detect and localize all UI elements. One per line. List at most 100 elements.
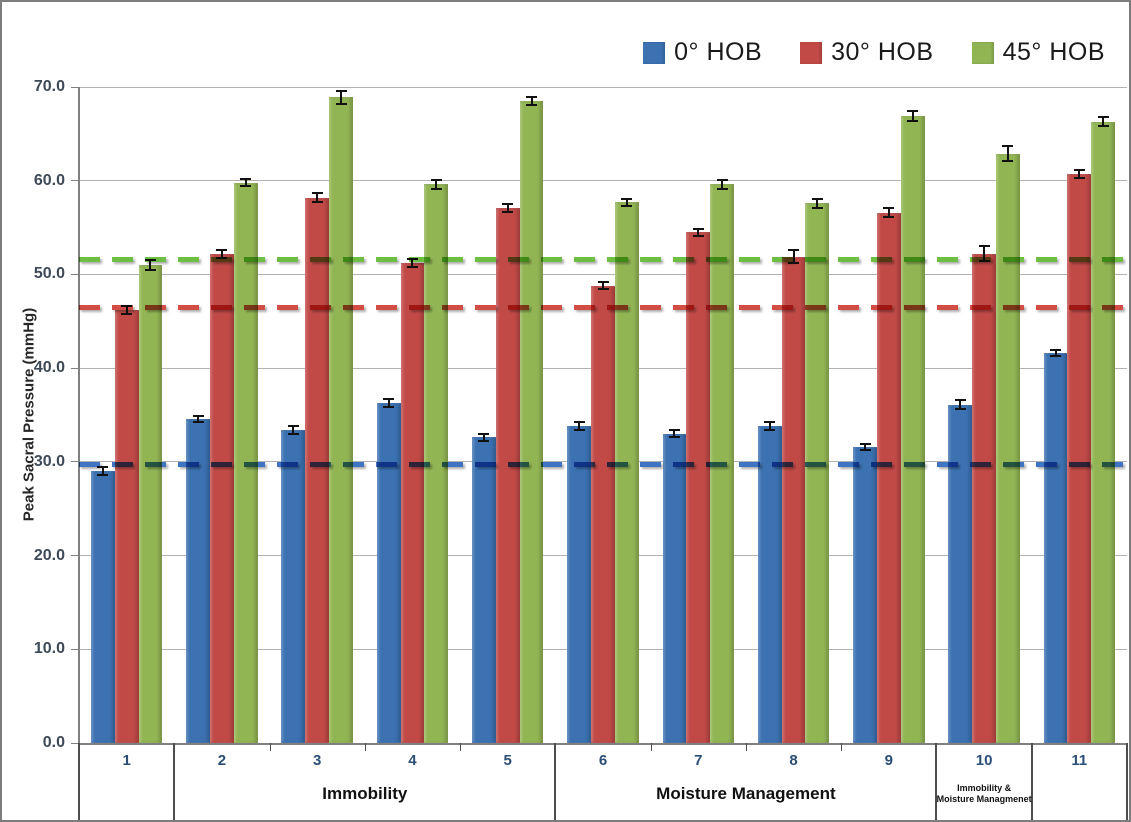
error-bar-cap bbox=[192, 420, 204, 423]
error-bar-cap bbox=[1002, 145, 1014, 148]
error-bar-cap bbox=[907, 110, 919, 113]
chart-legend: 0° HOB 30° HOB 45° HOB bbox=[643, 38, 1105, 67]
bar-0HOB-cat1 bbox=[90, 471, 115, 743]
error-bar-cap bbox=[907, 119, 919, 122]
error-bar bbox=[530, 97, 533, 105]
x-category-label: 7 bbox=[694, 752, 703, 769]
error-bar-cap bbox=[1073, 169, 1085, 172]
error-bar-cap bbox=[573, 428, 585, 431]
error-bar bbox=[625, 198, 628, 206]
error-bar-cap bbox=[430, 188, 442, 191]
error-bar-cap bbox=[764, 428, 776, 431]
bar-30HOB-cat6 bbox=[591, 285, 615, 743]
x-group-separator bbox=[173, 743, 176, 820]
error-bar-cap bbox=[692, 227, 704, 230]
y-tick-label: 20.0 bbox=[33, 546, 65, 564]
error-bar-cap bbox=[859, 443, 871, 446]
error-bar-cap bbox=[311, 201, 323, 204]
y-tick-label: 60.0 bbox=[33, 171, 65, 189]
bar-30HOB-cat9 bbox=[876, 212, 901, 743]
x-group-separator bbox=[935, 743, 938, 820]
error-bar bbox=[697, 228, 700, 236]
error-bar-cap bbox=[859, 448, 871, 451]
legend-label-0-hob: 0° HOB bbox=[674, 38, 763, 66]
error-bar-cap bbox=[978, 245, 990, 248]
x-category-label: 6 bbox=[598, 752, 608, 769]
bar-30HOB-cat11 bbox=[1067, 174, 1092, 743]
gridline bbox=[79, 86, 1127, 88]
y-tick-label: 10.0 bbox=[33, 640, 65, 658]
error-bar bbox=[1054, 350, 1057, 356]
bar-30HOB-cat1 bbox=[114, 310, 139, 743]
y-axis-tick bbox=[71, 86, 79, 88]
x-group-label: Moisture Management bbox=[555, 774, 936, 814]
bar-0HOB-cat2 bbox=[186, 418, 210, 743]
error-bar-cap bbox=[1073, 176, 1085, 179]
error-bar-cap bbox=[335, 102, 347, 105]
y-tick-label: 0.0 bbox=[42, 734, 65, 751]
x-axis-tick bbox=[364, 743, 366, 751]
bar-45HOB-cat8 bbox=[805, 203, 830, 743]
error-bar-cap bbox=[240, 177, 252, 180]
x-category-label: 2 bbox=[217, 752, 227, 769]
reference-line-30HOB bbox=[79, 304, 1127, 310]
legend-label-30-hob: 30° HOB bbox=[831, 38, 934, 66]
x-group-label-line: Moisture Managmenet bbox=[936, 794, 1032, 804]
error-bar-cap bbox=[287, 432, 299, 435]
error-bar bbox=[411, 259, 414, 267]
error-bar bbox=[816, 198, 819, 208]
x-category-label: 5 bbox=[503, 752, 512, 769]
error-bar bbox=[911, 111, 914, 121]
error-bar-cap bbox=[97, 473, 109, 476]
error-bar-cap bbox=[573, 421, 585, 424]
error-bar-cap bbox=[621, 205, 633, 208]
error-bar-cap bbox=[716, 188, 728, 191]
bar-30HOB-cat3 bbox=[305, 197, 330, 743]
x-axis-tick bbox=[841, 743, 843, 751]
error-bar-cap bbox=[216, 249, 228, 252]
x-group-separator bbox=[1030, 743, 1033, 820]
error-bar bbox=[316, 192, 319, 203]
y-axis-tick bbox=[71, 273, 79, 275]
error-bar bbox=[578, 422, 581, 430]
error-bar bbox=[101, 467, 104, 475]
error-bar bbox=[292, 426, 295, 434]
error-bar-cap bbox=[311, 191, 323, 194]
error-bar bbox=[197, 415, 200, 422]
legend-item-45-hob: 45° HOB bbox=[971, 38, 1105, 67]
error-bar-cap bbox=[478, 440, 490, 443]
x-category-label: 8 bbox=[789, 752, 798, 769]
error-bar bbox=[340, 90, 342, 104]
y-axis-tick bbox=[71, 742, 79, 744]
error-bar-cap bbox=[502, 203, 514, 206]
bar-0HOB-cat3 bbox=[281, 429, 306, 743]
error-bar-cap bbox=[406, 265, 418, 268]
x-category-label: 10 bbox=[975, 752, 993, 769]
bar-0HOB-cat5 bbox=[472, 437, 496, 743]
bar-0HOB-cat6 bbox=[567, 426, 592, 743]
error-bar bbox=[387, 399, 390, 407]
error-bar-cap bbox=[883, 206, 895, 209]
error-bar bbox=[244, 178, 247, 187]
error-bar bbox=[983, 246, 986, 262]
error-bar-cap bbox=[383, 405, 395, 408]
error-bar bbox=[149, 260, 152, 270]
error-bar-cap bbox=[1097, 125, 1109, 128]
legend-item-30-hob: 30° HOB bbox=[800, 38, 933, 67]
x-group-label: Immobility bbox=[174, 774, 555, 814]
legend-swatch-45-hob bbox=[971, 41, 994, 64]
error-bar-cap bbox=[668, 436, 680, 439]
bar-45HOB-cat1 bbox=[138, 265, 163, 743]
x-group-separator bbox=[1126, 743, 1128, 820]
error-bar bbox=[792, 250, 795, 264]
error-bar bbox=[602, 281, 604, 290]
legend-swatch-0-hob bbox=[643, 41, 666, 64]
bar-0HOB-cat7 bbox=[662, 433, 687, 743]
error-bar-cap bbox=[1050, 354, 1062, 357]
error-bar-cap bbox=[526, 96, 538, 99]
bar-0HOB-cat11 bbox=[1043, 353, 1068, 743]
x-group-label-line: Moisture Management bbox=[656, 784, 836, 803]
bar-0HOB-cat4 bbox=[376, 402, 401, 743]
gridline bbox=[79, 273, 1127, 275]
